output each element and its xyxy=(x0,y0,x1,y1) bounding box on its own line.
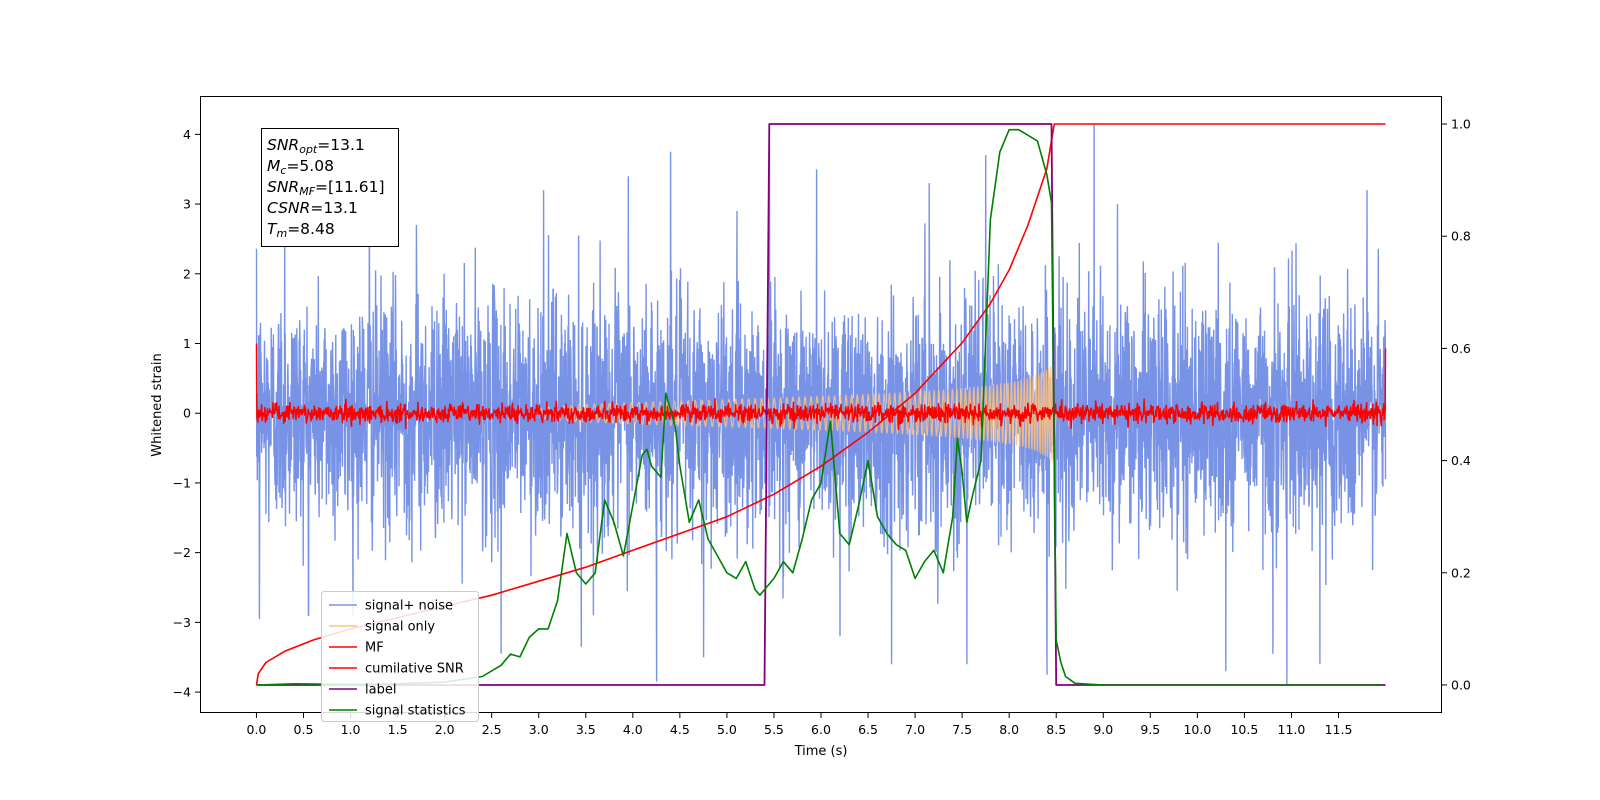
plot-series xyxy=(255,123,1387,686)
y2-tick-label: 0.2 xyxy=(1451,565,1471,580)
legend-label: MF xyxy=(365,641,384,656)
x-tick-label: 0.0 xyxy=(247,722,267,737)
y-tick-label: 0 xyxy=(183,406,191,421)
y-tick-label: −3 xyxy=(173,615,191,630)
y-tick-label: −4 xyxy=(173,685,191,700)
legend: signal+ noise signal only MF cumilative SNR… xyxy=(321,591,479,722)
x-tick-label: 8.0 xyxy=(999,722,1019,737)
legend-label: label xyxy=(365,683,396,698)
y-axis-left: −4 −3 −2 −1 0 1 2 3 4 xyxy=(173,127,200,700)
x-tick-label: 5.0 xyxy=(717,722,737,737)
x-tick-label: 10.0 xyxy=(1183,722,1211,737)
x-tick-label: 6.5 xyxy=(858,722,878,737)
x-tick-label: 1.0 xyxy=(341,722,361,737)
y-axis-label: Whitened strain xyxy=(150,353,165,456)
x-tick-label: 11.0 xyxy=(1278,722,1306,737)
x-axis-label: Time (s) xyxy=(794,744,848,759)
x-tick-label: 10.5 xyxy=(1230,722,1258,737)
y-tick-label: 1 xyxy=(183,336,191,351)
legend-label: cumilative SNR xyxy=(365,662,464,677)
x-tick-label: 11.5 xyxy=(1325,722,1353,737)
plot-area-frame xyxy=(200,96,1442,713)
series-cumulative-snr xyxy=(255,123,1386,686)
y-tick-label: −2 xyxy=(173,545,191,560)
y2-tick-label: 0.8 xyxy=(1451,229,1471,244)
x-tick-label: 4.5 xyxy=(670,722,690,737)
x-tick-label: 9.5 xyxy=(1140,722,1160,737)
x-tick-label: 9.0 xyxy=(1093,722,1113,737)
x-tick-label: 0.5 xyxy=(294,722,314,737)
y2-tick-label: 0.0 xyxy=(1451,677,1471,692)
y2-tick-label: 1.0 xyxy=(1451,117,1471,132)
y-tick-label: 2 xyxy=(183,266,191,281)
y-axis-right: 0.0 0.2 0.4 0.6 0.8 1.0 xyxy=(1442,117,1471,692)
info-box-line: CSNR=13.1 xyxy=(267,199,358,217)
legend-label: signal only xyxy=(365,620,435,635)
x-tick-label: 6.0 xyxy=(811,722,831,737)
y2-tick-label: 0.6 xyxy=(1451,341,1471,356)
x-axis: 0.0 0.5 1.0 1.5 2.0 2.5 3.0 3.5 4.0 4.5 5.0 5.5 6.0 6… xyxy=(247,713,1353,737)
x-tick-label: 1.5 xyxy=(388,722,408,737)
series-signal-statistics xyxy=(256,128,1381,686)
x-tick-label: 5.5 xyxy=(764,722,784,737)
info-box-line: SNRopt=13.1 xyxy=(267,136,365,156)
legend-frame xyxy=(321,591,479,722)
x-tick-label: 2.5 xyxy=(482,722,502,737)
y-tick-label: 4 xyxy=(183,127,191,142)
y-tick-label: 3 xyxy=(183,197,191,212)
legend-label: signal statistics xyxy=(365,704,466,719)
x-tick-label: 7.0 xyxy=(905,722,925,737)
y-tick-label: −1 xyxy=(173,475,191,490)
x-tick-label: 4.0 xyxy=(623,722,643,737)
info-box: SNRopt=13.1Mc=5.08SNRMF=[11.61]CSNR=13.1… xyxy=(261,128,399,247)
legend-label: signal+ noise xyxy=(365,599,453,614)
x-tick-label: 2.0 xyxy=(435,722,455,737)
info-box-line: SNRMF=[11.61] xyxy=(267,178,385,198)
series-mf xyxy=(255,343,1387,430)
info-box-line: Tm=8.48 xyxy=(267,220,335,240)
y2-tick-label: 0.4 xyxy=(1451,453,1471,468)
x-tick-label: 3.0 xyxy=(529,722,549,737)
x-tick-label: 8.5 xyxy=(1046,722,1066,737)
info-box-frame xyxy=(261,128,399,247)
x-tick-label: 3.5 xyxy=(576,722,596,737)
x-tick-label: 7.5 xyxy=(952,722,972,737)
info-box-line: Mc=5.08 xyxy=(267,157,334,177)
